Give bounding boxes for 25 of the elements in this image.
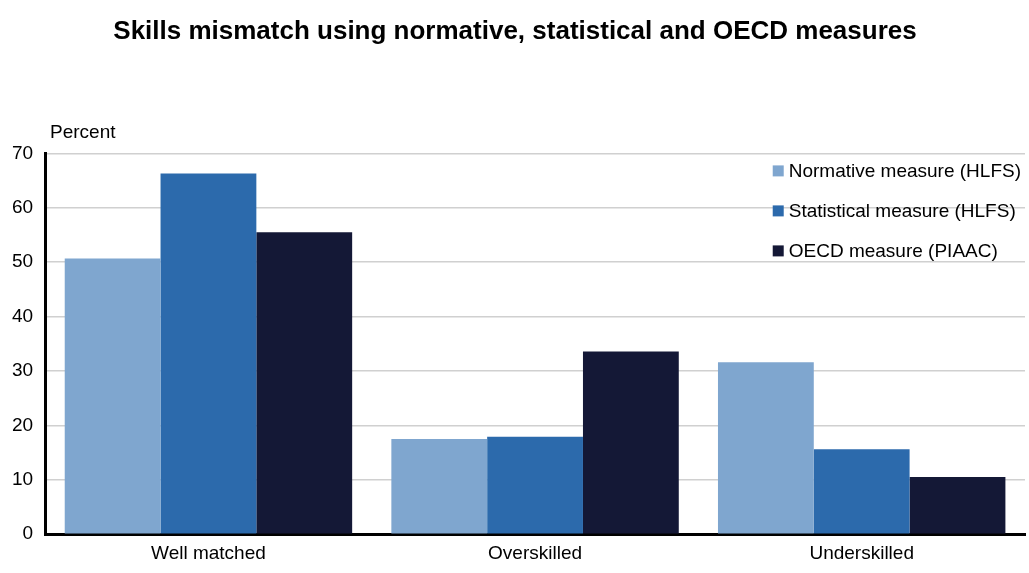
chart-title: Skills mismatch using normative, statistical and OECD measures (112, 14, 918, 46)
legend-label: Normative measure (HLFS) (788, 159, 1021, 181)
bar (582, 351, 679, 534)
bar (391, 439, 488, 534)
x-tick-label: Well matched (151, 541, 266, 563)
bar (717, 362, 814, 534)
y-tick-label: 20 (11, 413, 34, 435)
y-tick-label: 10 (11, 468, 34, 490)
bar (256, 232, 353, 534)
x-tick-label: Overskilled (488, 541, 583, 563)
bar (160, 173, 257, 534)
y-tick-label: 60 (11, 196, 34, 218)
y-axis-title: Percent (50, 121, 116, 143)
y-tick-label: 40 (11, 304, 34, 326)
y-tick-label: 30 (11, 359, 34, 381)
bar (813, 449, 910, 534)
y-tick-label: 0 (22, 522, 34, 544)
y-tick-label: 50 (11, 250, 34, 272)
legend-label: Statistical measure (HLFS) (788, 199, 1016, 221)
legend-label: OECD measure (PIAAC) (788, 239, 998, 261)
bar (909, 477, 1006, 534)
bar (64, 258, 161, 534)
x-tick-label: Underskilled (809, 541, 914, 563)
y-tick-label: 70 (11, 141, 34, 163)
bar (487, 436, 583, 534)
